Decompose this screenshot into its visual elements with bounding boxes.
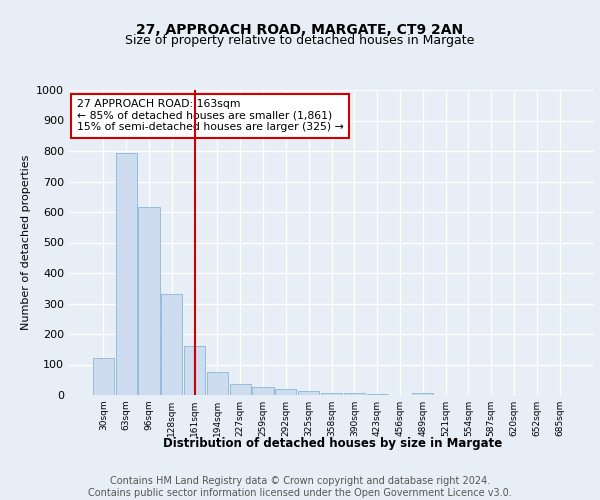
Text: Size of property relative to detached houses in Margate: Size of property relative to detached ho… bbox=[125, 34, 475, 47]
Text: Contains HM Land Registry data © Crown copyright and database right 2024.
Contai: Contains HM Land Registry data © Crown c… bbox=[88, 476, 512, 498]
Bar bbox=[367, 394, 388, 395]
Text: Distribution of detached houses by size in Margate: Distribution of detached houses by size … bbox=[163, 438, 503, 450]
Bar bbox=[275, 389, 296, 395]
Bar bbox=[412, 394, 433, 395]
Bar bbox=[207, 372, 228, 395]
Bar bbox=[321, 392, 342, 395]
Bar bbox=[344, 394, 365, 395]
Text: 27 APPROACH ROAD: 163sqm
← 85% of detached houses are smaller (1,861)
15% of sem: 27 APPROACH ROAD: 163sqm ← 85% of detach… bbox=[77, 99, 344, 132]
Bar bbox=[93, 358, 114, 395]
Text: 27, APPROACH ROAD, MARGATE, CT9 2AN: 27, APPROACH ROAD, MARGATE, CT9 2AN bbox=[136, 22, 464, 36]
Bar bbox=[116, 152, 137, 395]
Y-axis label: Number of detached properties: Number of detached properties bbox=[20, 155, 31, 330]
Bar bbox=[230, 384, 251, 395]
Bar bbox=[184, 346, 205, 395]
Bar bbox=[139, 206, 160, 395]
Bar bbox=[253, 388, 274, 395]
Bar bbox=[298, 390, 319, 395]
Bar bbox=[161, 294, 182, 395]
